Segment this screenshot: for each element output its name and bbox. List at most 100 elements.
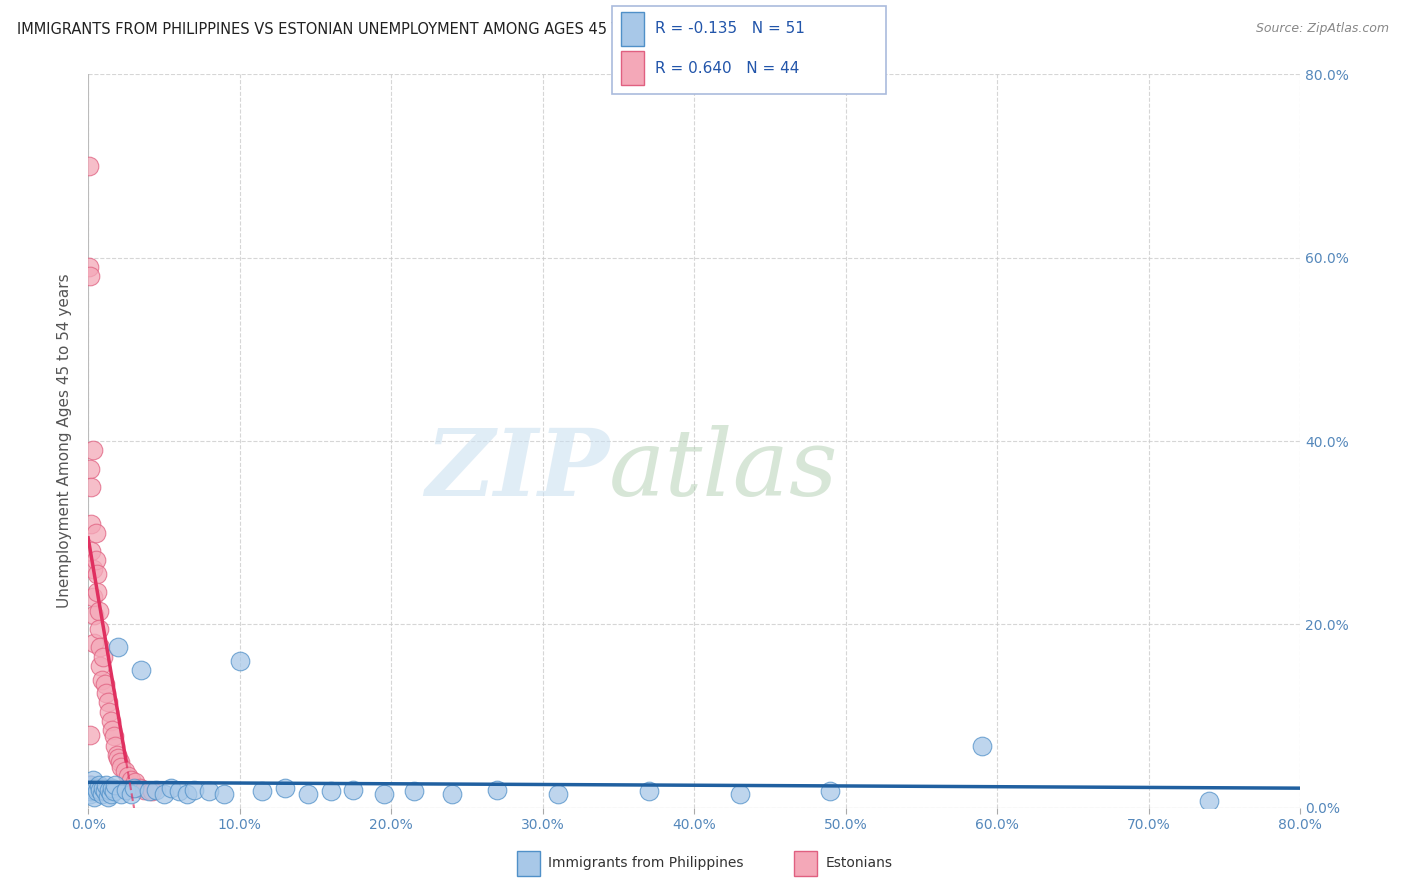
Point	[129, 664, 152, 678]
Point	[970, 739, 993, 753]
Point	[89, 640, 111, 655]
Point	[84, 525, 107, 540]
Point	[96, 778, 118, 792]
Point	[86, 567, 108, 582]
Text: atlas: atlas	[609, 425, 839, 516]
Point	[82, 782, 104, 797]
Point	[94, 677, 117, 691]
Point	[86, 784, 108, 798]
Point	[101, 723, 124, 737]
Text: Source: ZipAtlas.com: Source: ZipAtlas.com	[1256, 22, 1389, 36]
Point	[82, 773, 104, 788]
Point	[80, 544, 103, 558]
Point	[79, 778, 101, 792]
Point	[91, 649, 114, 664]
Point	[98, 782, 121, 797]
Point	[87, 778, 110, 792]
Point	[145, 782, 167, 797]
Point	[214, 787, 236, 801]
Point	[108, 755, 131, 769]
Point	[100, 714, 122, 728]
Point	[107, 640, 129, 655]
Point	[402, 784, 425, 798]
Point	[83, 608, 105, 623]
Point	[84, 780, 107, 795]
Point	[319, 784, 342, 798]
Point	[107, 750, 129, 764]
Text: R = -0.135   N = 51: R = -0.135 N = 51	[655, 21, 806, 37]
Point	[82, 562, 104, 576]
Point	[86, 585, 108, 599]
Point	[122, 780, 145, 795]
Point	[820, 784, 842, 798]
Point	[547, 787, 569, 801]
Point	[80, 784, 103, 798]
Point	[96, 686, 118, 700]
Point	[141, 784, 163, 798]
Point	[77, 159, 100, 173]
Point	[124, 775, 146, 789]
Point	[637, 784, 659, 798]
Point	[79, 787, 101, 801]
Point	[297, 787, 319, 801]
Point	[77, 260, 100, 274]
Point	[90, 673, 112, 687]
Point	[80, 778, 103, 792]
Point	[101, 780, 124, 795]
Point	[90, 787, 112, 801]
Point	[83, 789, 105, 804]
Point	[120, 773, 142, 788]
Y-axis label: Unemployment Among Ages 45 to 54 years: Unemployment Among Ages 45 to 54 years	[58, 274, 72, 608]
Point	[128, 780, 150, 795]
Point	[110, 787, 132, 801]
Point	[117, 769, 139, 783]
Point	[110, 760, 132, 774]
Text: IMMIGRANTS FROM PHILIPPINES VS ESTONIAN UNEMPLOYMENT AMONG AGES 45 TO 54 YEARS C: IMMIGRANTS FROM PHILIPPINES VS ESTONIAN …	[17, 22, 870, 37]
Point	[79, 728, 101, 742]
Point	[115, 782, 138, 797]
Point	[228, 654, 250, 668]
Point	[83, 636, 105, 650]
Point	[153, 787, 176, 801]
Point	[82, 443, 104, 458]
Point	[176, 787, 198, 801]
Text: Estonians: Estonians	[825, 856, 893, 871]
Point	[114, 764, 136, 779]
Point	[134, 782, 156, 797]
Point	[100, 787, 122, 801]
Point	[103, 730, 125, 744]
Point	[104, 739, 127, 753]
Point	[342, 782, 364, 797]
Point	[97, 789, 120, 804]
Point	[103, 784, 125, 798]
Text: R = 0.640   N = 44: R = 0.640 N = 44	[655, 61, 800, 76]
Point	[87, 604, 110, 618]
Point	[373, 787, 395, 801]
Point	[79, 268, 101, 283]
Point	[486, 782, 509, 797]
Point	[82, 590, 104, 604]
Point	[1198, 794, 1220, 808]
Point	[138, 784, 160, 798]
Point	[79, 778, 101, 792]
Point	[97, 696, 120, 710]
Text: Immigrants from Philippines: Immigrants from Philippines	[548, 856, 744, 871]
Point	[94, 784, 117, 798]
Point	[89, 782, 111, 797]
Point	[198, 784, 221, 798]
Point	[252, 784, 274, 798]
Point	[120, 787, 142, 801]
Point	[84, 553, 107, 567]
Point	[89, 658, 111, 673]
Point	[160, 780, 183, 795]
Point	[440, 787, 463, 801]
Point	[274, 780, 297, 795]
Point	[105, 747, 128, 762]
Point	[104, 778, 127, 792]
Point	[79, 461, 101, 475]
Point	[728, 787, 751, 801]
Point	[167, 784, 190, 798]
Point	[91, 780, 114, 795]
Text: ZIP: ZIP	[425, 425, 609, 516]
Point	[98, 705, 121, 719]
